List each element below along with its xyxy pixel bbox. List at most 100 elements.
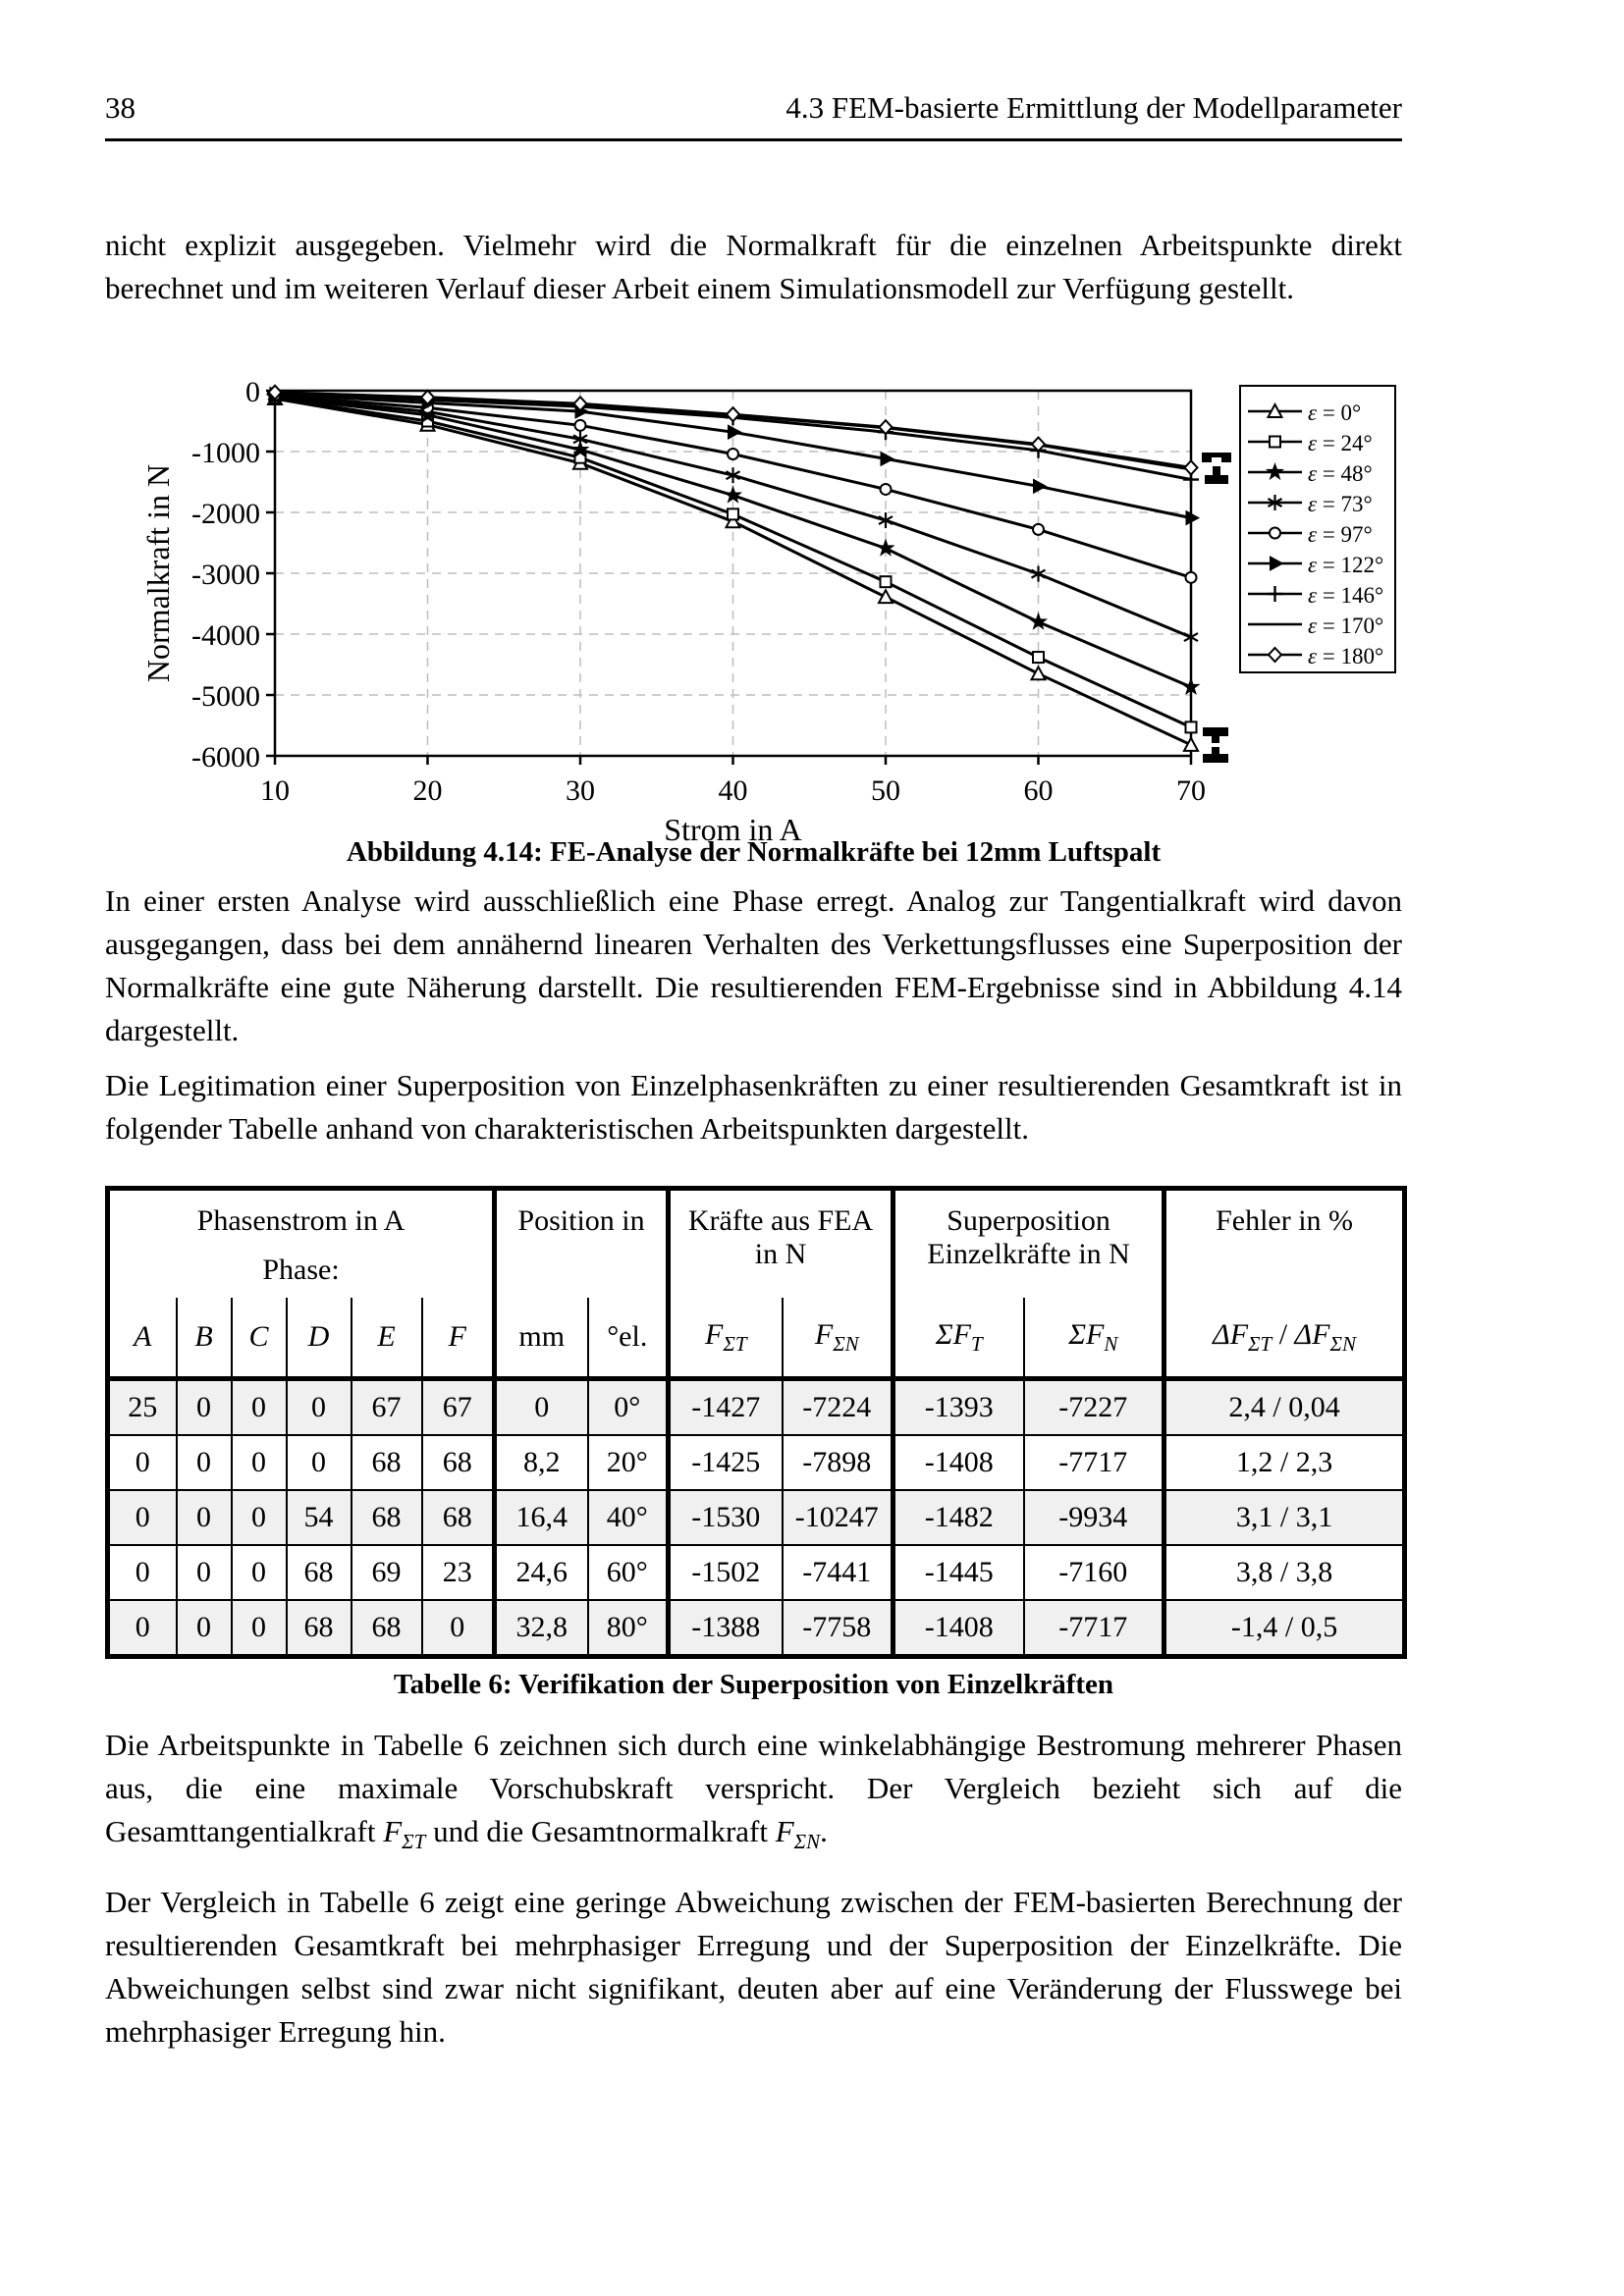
table-group-header: Position in <box>492 1187 670 1298</box>
table-group-header: Superposition Einzelkräfte in N <box>891 1187 1165 1298</box>
table-cell: 0 <box>230 1599 288 1658</box>
table-cell: 67 <box>420 1377 496 1436</box>
table-subheader: mm <box>492 1298 589 1381</box>
legend-label: ε = 24° <box>1308 431 1373 455</box>
x-axis-label: Strom in A <box>664 812 801 847</box>
table-subheader: E <box>350 1298 423 1381</box>
table-cell: 0 <box>106 1544 178 1601</box>
table-cell: -1482 <box>891 1489 1025 1546</box>
table-subheader: C <box>230 1298 288 1381</box>
table-cell: -7224 <box>781 1377 894 1436</box>
y-tick-label: -1000 <box>191 437 260 469</box>
table-subheader: FΣN <box>781 1298 894 1381</box>
table-cell: 68 <box>285 1599 352 1658</box>
table-cell: -7160 <box>1022 1544 1165 1601</box>
verification-table: Phasenstrom in A Phase: Position in Kräfte … <box>105 1186 1408 1659</box>
table-cell: -1408 <box>891 1599 1025 1658</box>
table-cell: 0 <box>175 1489 233 1546</box>
table-cell: 68 <box>285 1544 352 1601</box>
paragraph-1: nicht explizit ausgegeben. Vielmehr wird… <box>105 228 1402 305</box>
table-cell: -1425 <box>666 1434 784 1491</box>
table-subheader: D <box>285 1298 352 1381</box>
table-cell: -7898 <box>781 1434 894 1491</box>
table-cell: 0 <box>106 1599 178 1658</box>
table-cell: 60° <box>586 1544 670 1601</box>
table-row: 0 0 0 68 69 23 24,6 60° -1502 -7441 -1445 -7160 3,8 … <box>106 1544 1406 1601</box>
table-group-header: Kräfte aus FEA in N <box>666 1187 894 1298</box>
table-group-header: Phasenstrom in A Phase: <box>106 1187 496 1298</box>
table-cell: 0 <box>175 1599 233 1658</box>
table-subheader: FΣT <box>666 1298 784 1381</box>
table-cell: 20° <box>586 1434 670 1491</box>
table-subheader: ΔFΣT / ΔFΣN <box>1162 1298 1406 1381</box>
table-cell: 0 <box>106 1434 178 1491</box>
table-cell: -1427 <box>666 1377 784 1436</box>
table-subheader: B <box>175 1298 233 1381</box>
p4-text-2: und die Gesamtnormalkraft <box>425 1814 776 1848</box>
y-axis-label: Normalkraft in N <box>140 464 176 682</box>
airgap-position-top-icon <box>1202 453 1231 484</box>
page-header: 38 4.3 FEM-basierte Ermittlung der Model… <box>105 90 1402 126</box>
table-cell: 16,4 <box>492 1489 589 1546</box>
table-cell: 80° <box>586 1599 670 1658</box>
table-cell: -7717 <box>1022 1599 1165 1658</box>
x-tick-label: 30 <box>566 774 595 807</box>
table-cell: 0 <box>492 1377 589 1436</box>
verification-table-wrap: Phasenstrom in A Phase: Position in Kräfte … <box>105 1186 1408 1659</box>
math-f-subscript: ΣN <box>793 1830 821 1854</box>
math-f-subscript: ΣT <box>402 1830 426 1854</box>
paragraph-5: Der Vergleich in Tabelle 6 zeigt eine ge… <box>105 1885 1402 2049</box>
table-cell: 0° <box>586 1377 670 1436</box>
table-cell: 2,4 / 0,04 <box>1162 1377 1406 1436</box>
table-cell: 8,2 <box>492 1434 589 1491</box>
figure-caption: Abbildung 4.14: FE-Analyse der Normalkrä… <box>346 836 1162 868</box>
x-tick-label: 60 <box>1024 774 1054 807</box>
table-caption: Tabelle 6: Verifikation der Superpositio… <box>393 1669 1114 1700</box>
x-tick-label: 70 <box>1176 774 1206 807</box>
table-cell: 0 <box>230 1434 288 1491</box>
table-cell: -7717 <box>1022 1434 1165 1491</box>
table-cell: 0 <box>230 1377 288 1436</box>
table-cell: 0 <box>420 1599 496 1658</box>
table-cell: 25 <box>106 1377 178 1436</box>
table-cell: -9934 <box>1022 1489 1165 1546</box>
header-rule <box>105 138 1402 141</box>
table-cell: 0 <box>285 1434 352 1491</box>
legend-label: ε = 97° <box>1308 522 1373 547</box>
table-cell: 68 <box>420 1489 496 1546</box>
table-cell: 69 <box>350 1544 423 1601</box>
section-title: 4.3 FEM-basierte Ermittlung der Modellpa… <box>785 90 1402 125</box>
table-subheader: A <box>106 1298 178 1381</box>
table-subheader: °el. <box>586 1298 670 1381</box>
table-row: 0 0 0 68 68 0 32,8 80° -1388 -7758 -1408 -7717 -1,4 … <box>106 1599 1406 1658</box>
table-cell: 0 <box>175 1434 233 1491</box>
table-cell: 0 <box>230 1544 288 1601</box>
legend-label: ε = 48° <box>1308 461 1373 486</box>
chart-legend: ε = 0° ε = 24° ε = 48° ε = 73° ε = 97° ε = 12… <box>1239 385 1396 673</box>
math-force-sigma-t: FΣT <box>383 1814 425 1853</box>
table-row: 25 0 0 0 67 67 0 0° -1427 -7224 -1393 -7227 2,4 / 0,… <box>106 1377 1406 1436</box>
table-cell: -1,4 / 0,5 <box>1162 1599 1406 1658</box>
table-cell: 68 <box>420 1434 496 1491</box>
table-row: 0 0 0 54 68 68 16,4 40° -1530 -10247 -1482 -9934 3,1… <box>106 1489 1406 1546</box>
table-cell: 68 <box>350 1434 423 1491</box>
table-cell: 3,1 / 3,1 <box>1162 1489 1406 1546</box>
p4-text-1: Die Arbeitspunkte in Tabelle 6 zeichnen … <box>105 1728 1402 1848</box>
table-cell: 3,8 / 3,8 <box>1162 1544 1406 1601</box>
y-tick-label: -5000 <box>191 680 260 713</box>
math-force-sigma-n: FΣN <box>776 1814 820 1853</box>
y-tick-label: -2000 <box>191 498 260 530</box>
table-cell: -10247 <box>781 1489 894 1546</box>
table-cell: 0 <box>230 1489 288 1546</box>
table-cell: -1445 <box>891 1544 1025 1601</box>
x-tick-label: 50 <box>871 774 900 807</box>
table-cell: -1393 <box>891 1377 1025 1436</box>
legend-label: ε = 0° <box>1308 400 1361 425</box>
table-cell: 23 <box>420 1544 496 1601</box>
table-cell: -7441 <box>781 1544 894 1601</box>
table-cell: 68 <box>350 1599 423 1658</box>
series-line <box>267 384 1199 476</box>
table-cell: 1,2 / 2,3 <box>1162 1434 1406 1491</box>
